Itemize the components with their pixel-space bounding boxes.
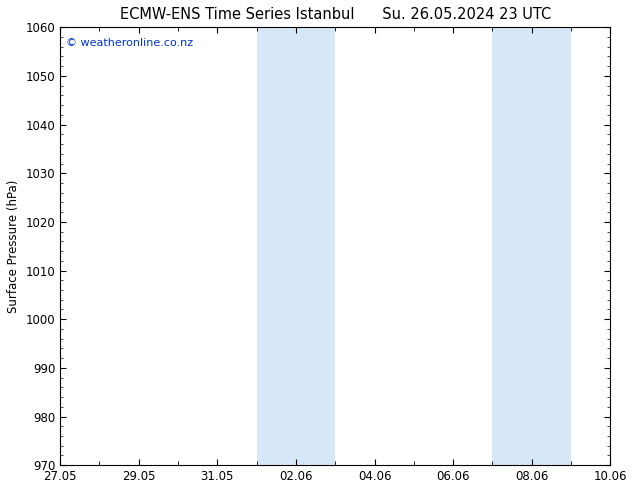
- Bar: [493, 27, 571, 465]
- Title: ECMW-ENS Time Series Istanbul      Su. 26.05.2024 23 UTC: ECMW-ENS Time Series Istanbul Su. 26.05.…: [120, 7, 551, 22]
- Text: © weatheronline.co.nz: © weatheronline.co.nz: [65, 38, 193, 48]
- Y-axis label: Surface Pressure (hPa): Surface Pressure (hPa): [7, 179, 20, 313]
- Bar: [257, 27, 335, 465]
